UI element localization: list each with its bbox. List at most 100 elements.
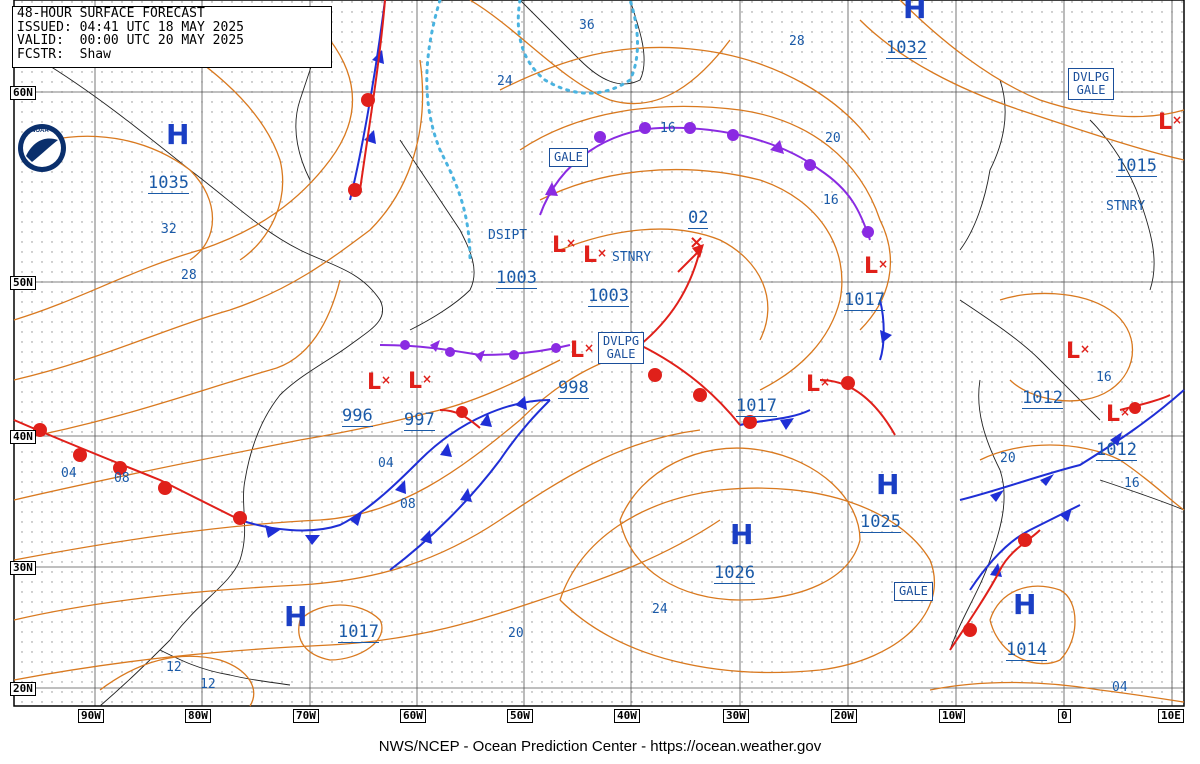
svg-text:×: × xyxy=(584,341,594,355)
isobar-label: 24 xyxy=(652,602,668,617)
box-line: GALE xyxy=(606,347,636,361)
isobar-label: 20 xyxy=(1000,451,1016,466)
lon-label-90w: 90W xyxy=(78,709,104,723)
lat-label-40n: 40N xyxy=(10,430,36,444)
high-pressure-1035: 1035 xyxy=(148,173,189,194)
svg-text:L: L xyxy=(570,338,584,363)
lon-label-0: 0 xyxy=(1058,709,1071,723)
high-center-mark: H xyxy=(284,600,308,633)
isobar-label: 04 xyxy=(378,456,394,471)
lon-label-10w: 10W xyxy=(939,709,965,723)
isobar-label: 04 xyxy=(61,466,77,481)
isobar-label: 20 xyxy=(508,626,524,641)
svg-text:L: L xyxy=(367,370,381,395)
cold-fronts xyxy=(239,0,1185,591)
box-line: GALE xyxy=(1076,83,1106,97)
low-pressure-1003-b: 1003 xyxy=(588,286,629,307)
low-pressure-1015: 1015 xyxy=(1116,156,1157,177)
svg-text:L: L xyxy=(552,233,566,258)
stationary-tag: STNRY xyxy=(612,250,652,265)
header-line-issued: ISSUED: 04:41 UTC 18 MAY 2025 xyxy=(17,19,244,35)
high-center-mark: H xyxy=(903,0,927,25)
isobar-label: 24 xyxy=(497,74,513,89)
isobar-label: 28 xyxy=(789,34,805,49)
svg-text:L: L xyxy=(583,243,597,268)
forecast-header: 48-HOUR SURFACE FORECAST ISSUED: 04:41 U… xyxy=(12,6,332,68)
low-pressure-1012-a: 1012 xyxy=(1022,388,1063,409)
isobars xyxy=(13,0,1185,707)
isobar-label: 32 xyxy=(161,222,177,237)
high-center-mark: H xyxy=(876,468,900,501)
low-pressure-1012-b: 1012 xyxy=(1096,440,1137,461)
svg-text:×: × xyxy=(566,236,576,250)
svg-text:×: × xyxy=(1080,342,1090,356)
isobar-label: 16 xyxy=(660,121,676,136)
lon-label-40w: 40W xyxy=(614,709,640,723)
gale-warning-box: GALE xyxy=(894,582,933,601)
svg-text:×: × xyxy=(689,232,704,253)
isobar-label: 08 xyxy=(400,497,416,512)
high-pressure-1026: 1026 xyxy=(714,563,755,584)
low-pressure-996: 996 xyxy=(342,406,373,427)
isobar-label: 12 xyxy=(200,677,216,692)
svg-text:×: × xyxy=(878,257,888,271)
svg-text:×: × xyxy=(1120,405,1130,419)
svg-text:×: × xyxy=(820,375,830,389)
low-pressure-998: 998 xyxy=(558,378,589,399)
box-line: DVLPG xyxy=(603,334,640,348)
lon-label-20w: 20W xyxy=(831,709,857,723)
stationary-tag: STNRY xyxy=(1106,199,1146,214)
isobar-label: 20 xyxy=(825,131,841,146)
svg-text:L: L xyxy=(806,372,820,397)
lon-label-50w: 50W xyxy=(507,709,533,723)
forecast-low-label: 02 xyxy=(688,208,709,229)
header-line-forecaster: FCSTR: Shaw xyxy=(17,46,111,62)
low-pressure-1003-a: 1003 xyxy=(496,268,537,289)
low-pressure-997: 997 xyxy=(404,410,435,431)
isobar-label: 16 xyxy=(1096,370,1112,385)
low-pressure-1017-b: 1017 xyxy=(736,396,777,417)
developing-gale-box: DVLPG GALE xyxy=(1068,68,1115,100)
svg-text:L: L xyxy=(1158,110,1172,135)
svg-text:L: L xyxy=(1106,402,1120,427)
high-pressure-1025: 1025 xyxy=(860,512,901,533)
low-pressure-1017-a: 1017 xyxy=(844,290,885,311)
svg-text:L: L xyxy=(1066,339,1080,364)
source-credit: NWS/NCEP - Ocean Prediction Center - htt… xyxy=(378,738,822,755)
svg-text:×: × xyxy=(381,373,391,387)
svg-text:L: L xyxy=(408,369,422,394)
warm-front-bumps xyxy=(33,93,1141,637)
high-center-mark: H xyxy=(1013,588,1037,621)
occluded-pips xyxy=(400,122,874,362)
developing-gale-box: DVLPG GALE xyxy=(598,332,645,364)
lat-label-20n: 20N xyxy=(10,682,36,696)
isobar-label: 16 xyxy=(823,193,839,208)
ice-edge xyxy=(425,0,639,262)
lat-label-60n: 60N xyxy=(10,86,36,100)
lon-label-30w: 30W xyxy=(723,709,749,723)
isobar-label: 12 xyxy=(166,660,182,675)
high-center-mark: H xyxy=(730,518,754,551)
box-line: DVLPG xyxy=(1073,70,1110,84)
gale-warning-box: GALE xyxy=(549,148,588,167)
lon-label-80w: 80W xyxy=(185,709,211,723)
header-line-title: 48-HOUR SURFACE FORECAST xyxy=(17,6,205,21)
isobar-label: 28 xyxy=(181,268,197,283)
high-center-mark: H xyxy=(166,118,190,151)
lon-label-60w: 60W xyxy=(400,709,426,723)
svg-text:×: × xyxy=(422,372,432,386)
high-pressure-1032: 1032 xyxy=(886,38,927,59)
noaa-logo xyxy=(18,124,66,172)
lon-label-10e: 10E xyxy=(1158,709,1184,723)
svg-text:L: L xyxy=(864,254,878,279)
svg-text:×: × xyxy=(597,246,607,260)
lon-label-70w: 70W xyxy=(293,709,319,723)
header-line-valid: VALID: 00:00 UTC 20 MAY 2025 xyxy=(17,33,244,48)
isobar-label: 04 xyxy=(1112,680,1128,695)
svg-text:×: × xyxy=(1172,113,1182,127)
lat-label-50n: 50N xyxy=(10,276,36,290)
isobar-label: 36 xyxy=(579,18,595,33)
high-pressure-1014: 1014 xyxy=(1006,640,1047,661)
low-markers: L × L × L × L × L × L × L × L × L × L × × xyxy=(367,110,1182,427)
isobar-label: 08 xyxy=(114,471,130,486)
